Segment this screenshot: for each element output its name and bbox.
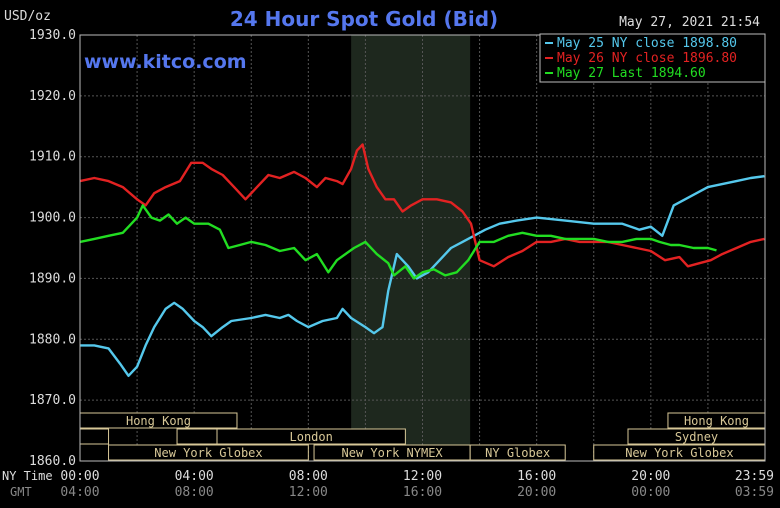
x-tick-label-ny: 16:00: [517, 469, 556, 484]
session-label: New York Globex: [154, 446, 262, 460]
x-tick-label-gmt: 04:00: [60, 485, 99, 500]
x-tick-label-ny: 08:00: [289, 469, 328, 484]
x-tick-label-gmt: 20:00: [517, 485, 556, 500]
timestamp[interactable]: May 27, 2021 21:54: [619, 15, 760, 30]
x-tick-labels: 00:00 04:00 08:00 12:00 16:00 20:00 23:5904:00…: [60, 469, 774, 500]
session-label: NY Globex: [485, 446, 550, 460]
session-label: New York NYMEX: [342, 446, 444, 460]
legend-box: [539, 33, 766, 83]
x-tick-label-gmt: 00:00: [631, 485, 670, 500]
y-tick-label: 1860.0: [29, 454, 76, 469]
x-tick-label-gmt: 12:00: [289, 485, 328, 500]
x-tick-label-ny: 20:00: [631, 469, 670, 484]
session-label: New York Globex: [625, 446, 733, 460]
x-tick-label-ny: 04:00: [175, 469, 214, 484]
x-tick-label-gmt: 08:00: [175, 485, 214, 500]
y-tick-label: 1930.0: [29, 28, 76, 43]
legend-entry: May 26 NY close 1896.80: [557, 51, 737, 66]
session-bar: [108, 444, 309, 461]
x-tick-label-gmt: 03:59: [735, 485, 774, 500]
watermark-link[interactable]: www.kitco.com: [84, 51, 247, 73]
gmt-row-label: GMT: [10, 485, 32, 499]
legend-entry: May 27 Last 1894.60: [557, 66, 706, 81]
x-tick-label-gmt: 16:00: [403, 485, 442, 500]
session-label: Hong Kong: [126, 414, 191, 428]
session-label: Sydney: [675, 430, 718, 444]
x-tick-label-ny: 23:59: [735, 469, 774, 484]
series-lines: [79, 143, 765, 377]
y-tick-labels: 1930.0 1920.0 1910.0 1900.0 1890.0 1880.0 1870…: [29, 28, 76, 469]
market-sessions: Hong Kong London New York Globex New York N…: [79, 412, 766, 461]
y-tick-label: 1900.0: [29, 211, 76, 226]
session-bar: [216, 428, 406, 445]
series-line: [80, 175, 765, 377]
session-label: London: [290, 430, 333, 444]
series-line: [79, 204, 717, 280]
session-label: Hong Kong: [684, 414, 749, 428]
y-tick-label: 1870.0: [29, 393, 76, 408]
series-line: [79, 143, 765, 268]
y-tick-label: 1910.0: [29, 150, 76, 165]
y-tick-label: 1920.0: [29, 89, 76, 104]
y-tick-label: 1880.0: [29, 332, 76, 347]
session-bar: [469, 444, 566, 461]
plot-frame: [79, 34, 766, 462]
x-tick-label-ny: 00:00: [60, 469, 99, 484]
y-tick-label: 1890.0: [29, 271, 76, 286]
x-tick-label-ny: 12:00: [403, 469, 442, 484]
chart-title: 24 Hour Spot Gold (Bid): [230, 7, 498, 31]
session-bar: [176, 428, 224, 445]
session-bar: [79, 428, 110, 445]
legend-entry: May 25 NY close 1898.80: [557, 36, 737, 51]
y-axis-unit-label: USD/oz: [4, 9, 51, 24]
ny-time-row-label: NY Time: [2, 469, 53, 483]
